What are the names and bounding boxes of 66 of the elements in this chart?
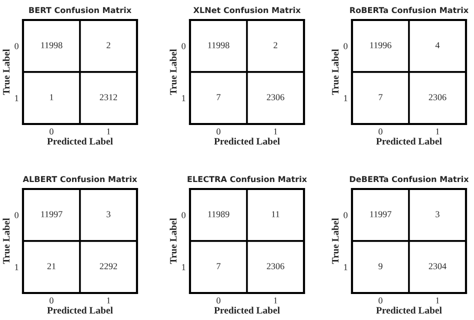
x-axis-title: Predicted Label: [376, 306, 442, 314]
data-label: 11: [272, 211, 280, 218]
x-axis-title: Predicted Label: [214, 306, 280, 314]
data-label: 4: [435, 42, 440, 48]
chart-title: RoBERTa Confusion Matrix: [350, 6, 468, 14]
x-tick-label: 1: [274, 128, 278, 134]
x-tick-label: 1: [436, 128, 440, 134]
chart-title: XLNet Confusion Matrix: [193, 6, 301, 14]
data-label: 11997: [41, 211, 62, 218]
y-tick-label: 1: [344, 95, 348, 102]
data-label: 7: [378, 94, 382, 100]
data-label: 1: [50, 94, 54, 100]
y-tick-label: 0: [14, 212, 18, 218]
x-axis-title: Predicted Label: [214, 138, 280, 145]
y-axis-title: True Label: [2, 218, 10, 264]
x-tick-label: 0: [216, 297, 220, 304]
chart-title: BERT Confusion Matrix: [29, 6, 132, 14]
data-label: 2306: [266, 94, 284, 100]
x-tick-label: 0: [216, 128, 220, 135]
y-axis-title: True Label: [170, 218, 177, 264]
y-axis-title: True Label: [332, 49, 339, 95]
x-tick-label: 0: [50, 297, 54, 304]
y-tick-label: 0: [344, 43, 348, 50]
x-tick-label: 0: [50, 128, 54, 135]
data-label: 11997: [370, 211, 392, 218]
x-tick-label: 1: [107, 128, 110, 134]
data-label: 2306: [428, 94, 446, 100]
chart-title: DeBERTa Confusion Matrix: [350, 176, 469, 182]
data-label: 2: [274, 42, 278, 48]
data-label: 3: [106, 211, 110, 218]
y-tick-label: 1: [182, 95, 186, 102]
data-label: 11989: [208, 211, 230, 218]
y-tick-label: 1: [182, 264, 186, 270]
x-axis-title: Predicted Label: [47, 306, 113, 314]
data-label: 11998: [208, 42, 230, 48]
x-axis-title: Predicted Label: [47, 138, 113, 145]
data-label: 11996: [370, 42, 392, 48]
y-axis-title: True Label: [2, 49, 10, 95]
x-tick-label: 0: [378, 128, 382, 135]
data-label: 9: [378, 263, 382, 270]
y-tick-label: 0: [344, 212, 348, 218]
data-label: 3: [436, 211, 440, 218]
x-tick-label: 0: [378, 297, 382, 304]
x-tick-label: 1: [274, 297, 278, 304]
y-tick-label: 0: [182, 43, 186, 50]
x-tick-label: 1: [107, 297, 110, 304]
data-label: 11998: [41, 42, 62, 48]
data-label: 2312: [100, 94, 118, 100]
data-label: 7: [216, 94, 220, 100]
chart-title: ELECTRA Confusion Matrix: [188, 176, 307, 182]
data-label: 21: [47, 263, 56, 270]
y-tick-label: 0: [182, 212, 186, 218]
y-axis-title: True Label: [170, 49, 177, 95]
chart-title: ALBERT Confusion Matrix: [22, 176, 138, 182]
data-label: 2: [106, 42, 110, 48]
data-label: 2306: [266, 263, 284, 270]
y-tick-label: 1: [15, 264, 18, 270]
data-label: 2292: [100, 263, 118, 270]
y-tick-label: 1: [15, 95, 18, 102]
y-tick-label: 1: [344, 264, 348, 270]
y-tick-label: 0: [14, 43, 18, 50]
data-label: 2304: [428, 263, 446, 270]
data-label: 7: [216, 263, 220, 270]
x-tick-label: 1: [436, 297, 440, 304]
y-axis-title: True Label: [332, 218, 339, 264]
x-axis-title: Predicted Label: [376, 138, 442, 145]
